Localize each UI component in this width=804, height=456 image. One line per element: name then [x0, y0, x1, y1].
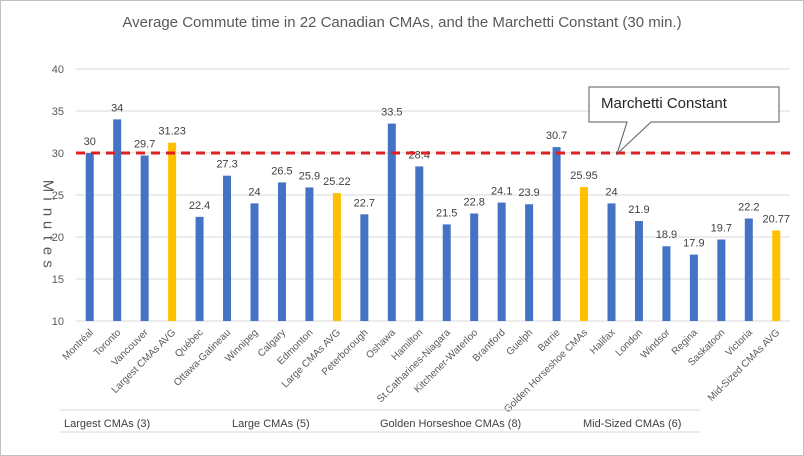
bar	[525, 204, 534, 321]
data-labels: 30 34 29.731.23 22.4 27.3 24 26.5 25.9 25.2222.7…	[84, 102, 790, 249]
bar	[689, 254, 698, 321]
callout-box	[588, 86, 780, 156]
data-label: 33.5	[381, 107, 402, 119]
bar	[277, 182, 286, 321]
bar	[580, 187, 589, 321]
data-label: 22.2	[738, 202, 759, 214]
data-label: 28.4	[409, 149, 430, 161]
data-label: 24.1	[491, 186, 512, 198]
y-axis-title-letter: n	[40, 208, 57, 216]
data-label: 21.5	[436, 207, 457, 219]
y-axis-title-letter: s	[40, 260, 57, 268]
data-label: 22.4	[189, 200, 210, 212]
group-label-mid-sized: Mid-Sized CMAs (6)	[583, 418, 681, 430]
data-label: 18.9	[656, 229, 677, 241]
bar	[113, 119, 122, 322]
data-label: 22.8	[463, 196, 484, 208]
bar	[305, 187, 314, 321]
bar	[772, 230, 781, 321]
bar	[85, 153, 94, 321]
bar	[168, 142, 177, 321]
bar	[360, 214, 369, 321]
bar	[717, 239, 726, 321]
callout-label: Marchetti Constant	[601, 95, 728, 112]
data-label: 29.7	[134, 139, 155, 151]
bar	[470, 213, 479, 321]
data-label: 26.5	[271, 165, 292, 177]
y-axis-title-letter: t	[40, 236, 57, 241]
bar	[415, 166, 424, 321]
y-axis-title-letter: e	[40, 247, 57, 255]
y-tick-label: 30	[52, 148, 64, 160]
data-label: 30	[84, 136, 96, 148]
bar	[552, 147, 561, 321]
y-tick-label: 40	[52, 64, 64, 76]
bar	[634, 221, 643, 321]
data-label: 34	[111, 102, 123, 114]
chart-title: Average Commute time in 22 Canadian CMAs…	[122, 14, 681, 31]
bar	[607, 203, 616, 321]
data-label: 20.77	[763, 214, 791, 226]
bar	[140, 155, 149, 321]
bar	[195, 216, 204, 321]
y-axis-title-letter: u	[40, 221, 57, 229]
group-label-largest: Largest CMAs (3)	[64, 418, 150, 430]
data-label: 21.9	[628, 204, 649, 216]
data-label: 27.3	[216, 159, 237, 171]
data-label: 24	[248, 186, 260, 198]
bar	[223, 175, 232, 321]
bar	[387, 123, 396, 321]
y-axis: 10 15 20 25 30 35 40	[52, 64, 64, 328]
bars	[85, 119, 781, 322]
y-tick-label: 20	[52, 232, 64, 244]
data-label: 30.7	[546, 130, 567, 142]
data-label: 24	[605, 186, 617, 198]
bar	[744, 218, 753, 321]
y-tick-label: 25	[52, 190, 64, 202]
data-label: 25.95	[570, 170, 598, 182]
y-tick-label: 35	[52, 106, 64, 118]
data-label: 25.9	[299, 170, 320, 182]
group-label-golden-horseshoe: Golden Horseshoe CMAs (8)	[380, 418, 521, 430]
data-label: 17.9	[683, 238, 704, 250]
data-label: 22.7	[354, 197, 375, 209]
y-tick-label: 15	[52, 274, 64, 286]
data-label: 25.22	[323, 176, 351, 188]
bar	[662, 246, 671, 321]
bar	[442, 224, 451, 321]
data-label: 31.23	[158, 126, 186, 138]
reference-callout: Marchetti Constant	[588, 86, 780, 156]
y-axis-title-letter: M	[40, 180, 57, 193]
group-label-large: Large CMAs (5)	[232, 418, 310, 430]
y-axis-title-letter: i	[40, 197, 57, 200]
bar	[250, 203, 259, 321]
y-axis-title: Mi nu t es	[40, 180, 57, 268]
y-tick-label: 10	[52, 316, 64, 328]
bar	[497, 202, 506, 321]
data-label: 23.9	[518, 187, 539, 199]
bar	[332, 193, 341, 321]
data-label: 19.7	[711, 223, 732, 235]
